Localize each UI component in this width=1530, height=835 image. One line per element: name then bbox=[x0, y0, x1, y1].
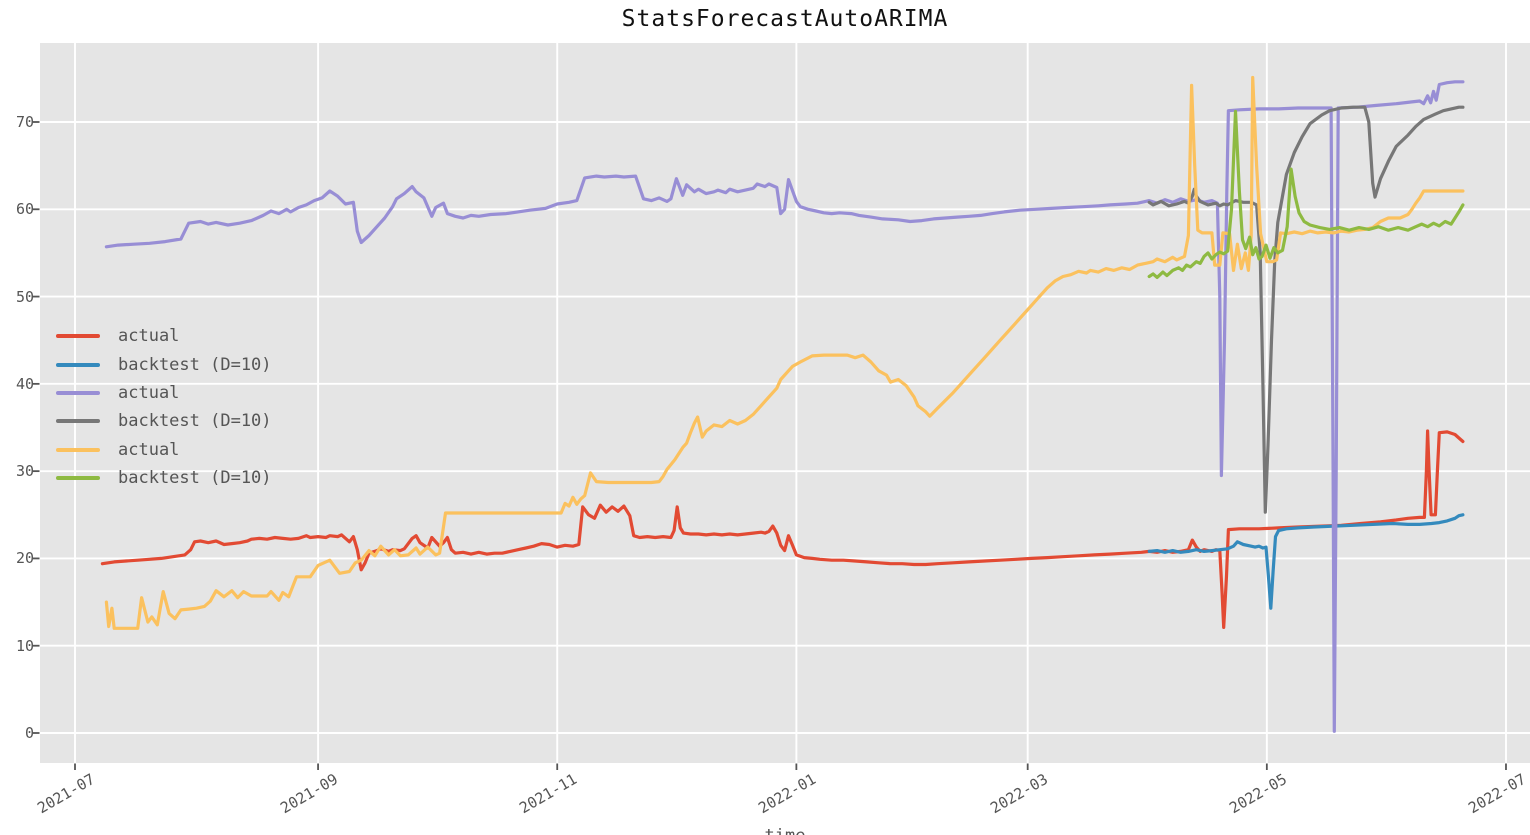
legend-line-swatch-purple bbox=[56, 390, 100, 395]
legend-label: actual bbox=[118, 439, 180, 460]
y-tick-label: 10 bbox=[15, 636, 34, 655]
legend: actual backtest (D=10) actual backtest (… bbox=[56, 322, 272, 492]
legend-item: actual bbox=[56, 379, 272, 407]
series-line-2-actual bbox=[104, 80, 1465, 733]
legend-item: backtest (D=10) bbox=[56, 464, 272, 492]
legend-item: backtest (D=10) bbox=[56, 407, 272, 435]
legend-item: backtest (D=10) bbox=[56, 350, 272, 378]
chart-title: StatsForecastAutoARIMA bbox=[621, 6, 949, 32]
y-tick-label: 70 bbox=[15, 112, 34, 131]
legend-label: backtest (D=10) bbox=[118, 411, 272, 432]
legend-line-swatch-gray bbox=[56, 419, 100, 424]
plot-background bbox=[40, 43, 1530, 763]
legend-item: actual bbox=[56, 322, 272, 350]
legend-line-swatch-orange bbox=[56, 447, 100, 452]
legend-label: actual bbox=[118, 326, 180, 347]
legend-item: actual bbox=[56, 436, 272, 464]
legend-line-swatch-blue bbox=[56, 362, 100, 367]
legend-label: actual bbox=[118, 382, 180, 403]
series-line-1-backtest-d-10- bbox=[1147, 513, 1465, 610]
y-tick-label: 50 bbox=[15, 287, 34, 306]
y-tick-label: 60 bbox=[15, 200, 34, 219]
y-tick-label: 0 bbox=[24, 724, 34, 742]
y-tick-label: 20 bbox=[15, 549, 34, 568]
series-line-4-actual bbox=[104, 75, 1465, 630]
legend-line-swatch-green bbox=[56, 476, 100, 481]
series-line-5-backtest-d-10- bbox=[1147, 109, 1465, 279]
y-tick-label: 40 bbox=[15, 374, 34, 393]
legend-line-swatch-red bbox=[56, 334, 100, 339]
legend-label: backtest (D=10) bbox=[118, 468, 272, 489]
y-tick-label: 30 bbox=[15, 462, 34, 481]
x-axis-label: time bbox=[765, 826, 806, 835]
legend-label: backtest (D=10) bbox=[118, 354, 272, 375]
